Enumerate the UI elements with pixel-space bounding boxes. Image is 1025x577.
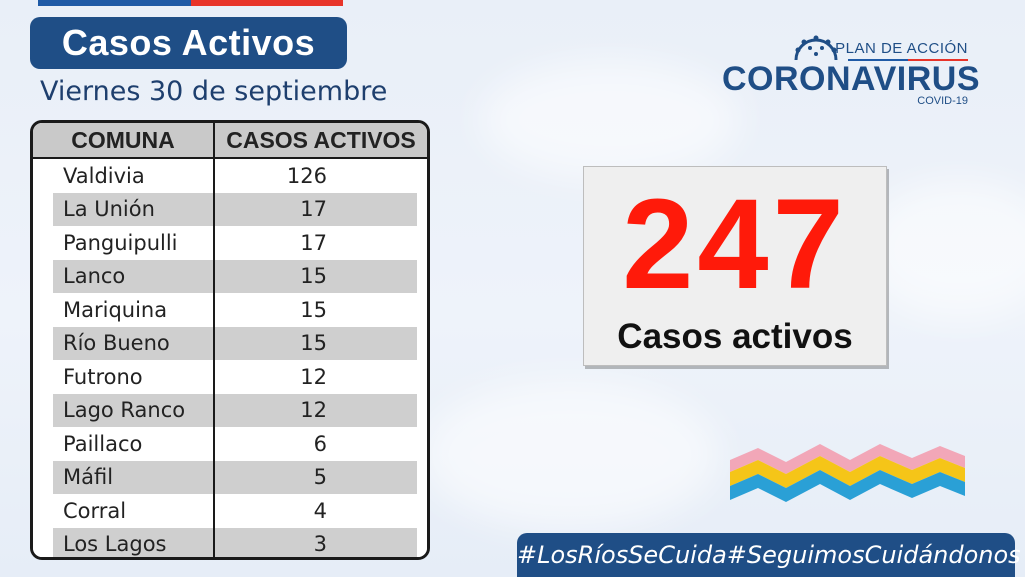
coronavirus-plan-logo: PLAN DE ACCIÓN CORONAVIRUS COVID-19 [722,32,980,112]
cell-comuna: Lanco [33,259,215,293]
virus-icon [794,35,838,60]
table-row: Los Lagos 3 [33,527,427,557]
page-title: Casos Activos [30,17,347,69]
cell-casos: 15 [300,297,327,322]
total-cases-number: 247 [622,173,848,316]
cell-comuna: Valdivia [33,159,215,193]
table-row: La Unión 17 [33,192,427,226]
table-row: Corral 4 [33,494,427,528]
cases-table: COMUNA CASOS ACTIVOS Valdivia 126 La Uni… [30,120,430,560]
regional-wave-decoration [730,444,965,502]
top-flag-stripe [38,0,343,6]
table-row: Mariquina 15 [33,293,427,327]
table-row: Valdivia 126 [33,159,427,193]
cell-comuna: Futrono [33,360,215,394]
cell-comuna: Máfil [33,460,215,494]
total-cases-label: Casos activos [617,317,853,356]
cell-casos: 126 [286,163,327,188]
cell-comuna: Río Bueno [33,326,215,360]
cell-casos: 17 [300,230,327,255]
cell-comuna: Paillaco [33,427,215,461]
cell-comuna: Panguipulli [33,226,215,260]
cell-casos: 5 [215,460,427,494]
logo-main-label: CORONAVIRUS [722,60,980,98]
cell-comuna: Mariquina [33,293,215,327]
logo-divider [848,59,968,61]
hashtag-seguimos: #SeguimosCuidándonos [726,541,1021,569]
table-row: Futrono 12 [33,360,427,394]
cell-casos: 17 [215,192,427,226]
background-cloud [860,180,1025,320]
cell-comuna: Lago Ranco [33,393,215,427]
cell-casos: 4 [313,498,327,523]
cell-casos: 15 [215,326,427,360]
header-casos: CASOS ACTIVOS [226,126,416,153]
header-comuna: COMUNA [33,123,215,157]
table-row: Lanco 15 [33,259,427,293]
logo-plan-label: PLAN DE ACCIÓN [835,40,968,57]
cell-casos: 12 [215,393,427,427]
hashtag-los-rios: #LosRíosSeCuida [517,541,727,569]
cell-comuna: Corral [33,494,215,528]
cell-casos: 15 [215,259,427,293]
report-date: Viernes 30 de septiembre [40,76,388,107]
table-row: Máfil 5 [33,460,427,494]
logo-sub-label: COVID-19 [917,95,968,107]
cell-casos: 12 [300,364,327,389]
background-cloud [420,380,720,530]
background-cloud [480,60,740,180]
table-row: Paillaco 6 [33,427,427,461]
table-row: Río Bueno 15 [33,326,427,360]
cell-comuna: Los Lagos [33,527,215,557]
cell-casos: 3 [215,527,427,557]
table-header: COMUNA CASOS ACTIVOS [33,123,427,159]
table-row: Lago Ranco 12 [33,393,427,427]
cell-casos: 6 [313,431,327,456]
table-row: Panguipulli 17 [33,226,427,260]
total-cases-card: 247 Casos activos [583,166,887,366]
cell-comuna: La Unión [33,192,215,226]
hashtag-banner: #LosRíosSeCuida #SeguimosCuidándonos [517,533,1021,577]
